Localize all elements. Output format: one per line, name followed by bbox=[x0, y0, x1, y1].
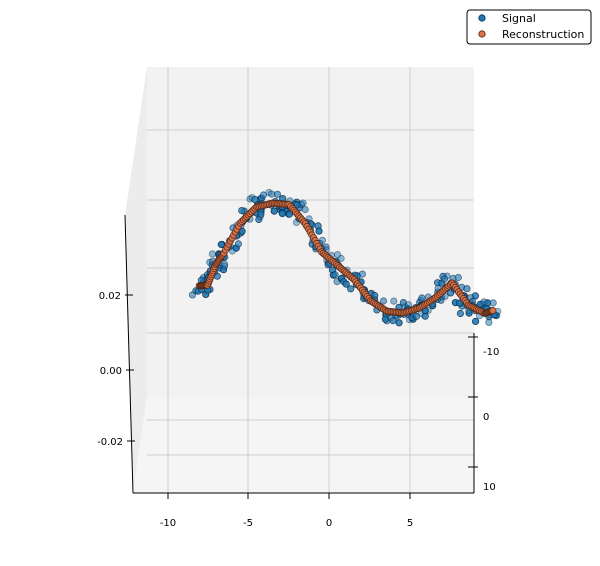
left-wall-pane bbox=[125, 67, 147, 493]
signal-point bbox=[471, 317, 480, 325]
legend-label-reconstruction: Reconstruction bbox=[502, 28, 584, 41]
signal-point bbox=[480, 298, 488, 306]
reconstruction-point bbox=[489, 306, 497, 315]
signal-point bbox=[238, 207, 246, 215]
signal-point bbox=[257, 210, 265, 218]
z-axis-line bbox=[124, 214, 134, 494]
signal-point bbox=[454, 273, 462, 282]
signal-point bbox=[399, 298, 407, 307]
signal-point bbox=[278, 210, 286, 218]
signal-point bbox=[463, 285, 471, 293]
signal-point bbox=[299, 199, 307, 207]
signal-point bbox=[221, 260, 229, 268]
signal-point bbox=[395, 319, 403, 327]
signal-point bbox=[270, 207, 278, 215]
signal-point bbox=[217, 240, 225, 249]
signal-point bbox=[358, 270, 366, 278]
z-tick-label: -0.02 bbox=[97, 437, 123, 448]
grid-lines bbox=[147, 67, 474, 493]
y-tick-label: 10 bbox=[483, 482, 496, 493]
signal-point bbox=[412, 312, 421, 320]
x-tick-label: -5 bbox=[243, 518, 253, 529]
legend-box bbox=[466, 9, 592, 45]
signal-point bbox=[267, 190, 276, 198]
signal-point bbox=[301, 206, 309, 214]
signal-point bbox=[333, 251, 342, 259]
signal-point bbox=[379, 297, 388, 305]
tick-labels: -10 -5 0 5 -10 0 10 0.02 0.00 -0.02 bbox=[97, 291, 499, 529]
reconstruction-series bbox=[195, 199, 497, 317]
axes bbox=[124, 214, 475, 494]
x-tick-label: 0 bbox=[326, 518, 332, 529]
floor-pane bbox=[133, 397, 474, 493]
signal-point bbox=[234, 240, 242, 248]
signal-point bbox=[456, 309, 464, 318]
signal-point bbox=[418, 294, 426, 302]
y-tick-label: -10 bbox=[483, 347, 499, 358]
signal-point bbox=[342, 280, 350, 288]
signal-point bbox=[347, 285, 355, 293]
y-tick-label: 0 bbox=[483, 412, 489, 423]
legend: Signal Reconstruction bbox=[466, 9, 592, 45]
signal-point bbox=[259, 191, 268, 199]
signal-point bbox=[315, 227, 323, 235]
signal-point bbox=[489, 299, 497, 307]
z-tick-label: 0.02 bbox=[99, 291, 121, 302]
signal-point bbox=[390, 297, 398, 305]
legend-marker-signal bbox=[478, 14, 486, 22]
x-tick-label: 5 bbox=[407, 518, 413, 529]
signal-point bbox=[337, 254, 345, 263]
legend-label-signal: Signal bbox=[502, 12, 536, 25]
signal-point bbox=[331, 271, 339, 279]
plot-area bbox=[188, 188, 502, 327]
signal-point bbox=[208, 250, 216, 258]
signal-point bbox=[485, 318, 493, 326]
signal-point bbox=[389, 316, 397, 325]
z-tick-label: 0.00 bbox=[100, 366, 122, 377]
x-tick-label: -10 bbox=[160, 518, 176, 529]
signal-point bbox=[465, 309, 473, 317]
signal-point bbox=[440, 275, 448, 283]
legend-marker-reconstruction bbox=[478, 30, 486, 38]
